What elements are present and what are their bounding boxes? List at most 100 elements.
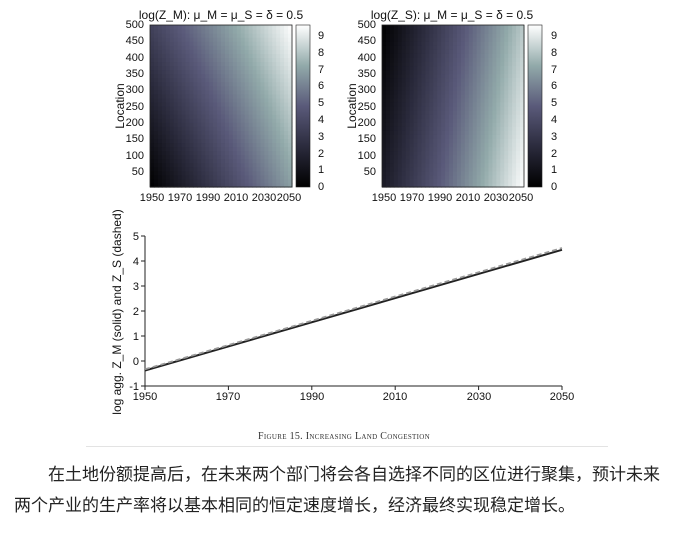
heatmap-cell <box>252 118 258 123</box>
heatmap-cell <box>153 166 159 172</box>
heatmap-cell <box>201 134 206 139</box>
heatmap-cell <box>409 33 415 38</box>
heatmap-cell <box>177 166 183 172</box>
heatmap-cell <box>464 53 470 58</box>
heatmap-cell <box>153 89 159 95</box>
heatmap-cell <box>209 53 214 58</box>
heatmap-cell <box>389 146 395 152</box>
heatmap-cell <box>177 101 183 107</box>
heatmap-cell <box>260 33 265 38</box>
heatmap-cell <box>425 85 430 91</box>
ytick: 5 <box>133 231 139 243</box>
heatmap-cell <box>496 146 501 152</box>
heatmap-cell <box>280 101 285 107</box>
heatmap-cell <box>508 85 513 91</box>
heatmap-cell <box>405 29 411 34</box>
heatmap-cell <box>153 162 159 168</box>
heatmap-cell <box>272 93 277 99</box>
heatmap-cell <box>492 57 497 63</box>
heatmap-cell <box>393 77 399 83</box>
heatmap-cell <box>504 110 509 115</box>
heatmap-cell <box>209 178 214 184</box>
heatmap-cell <box>417 69 423 75</box>
heatmap-cell <box>157 178 163 184</box>
heatmap-cell <box>433 166 438 172</box>
heatmap-cell <box>437 69 442 75</box>
heatmap-cell <box>496 138 501 144</box>
heatmap-cell <box>185 134 191 139</box>
heatmap-cell <box>409 81 415 87</box>
heatmap-cell <box>221 97 226 103</box>
heatmap-cell <box>500 182 505 188</box>
heatmap-cell <box>445 85 450 91</box>
heatmap-cell <box>413 93 419 99</box>
heatmap-cell <box>193 85 198 91</box>
heatmap-cell <box>236 154 242 160</box>
heatmap-cell <box>150 53 155 58</box>
heatmap-cell <box>512 61 517 67</box>
heatmap-cell <box>173 33 179 38</box>
heatmap-cell <box>468 101 474 107</box>
heatmap-cell <box>157 182 163 188</box>
heatmap-cell <box>433 37 438 42</box>
figure-15: log(Z_M): μ_M = μ_S = δ = 0.5 Location 5… <box>110 8 574 415</box>
heatmap-cell <box>460 73 466 79</box>
heatmap-cell <box>460 158 466 164</box>
heatmap-cell <box>173 150 179 156</box>
heatmap-cell <box>445 182 450 188</box>
heatmap-cell <box>232 114 238 119</box>
heatmap-cell <box>264 166 269 172</box>
heatmap-cell <box>389 126 395 131</box>
heatmap-cell <box>496 89 501 95</box>
heatmap-cell <box>244 69 250 75</box>
heatmap-cell <box>157 93 163 99</box>
heatmap-cell <box>150 33 155 38</box>
heatmap-cell <box>268 57 273 63</box>
heatmap-cell <box>504 61 509 67</box>
heatmap-cell <box>161 174 167 180</box>
heatmap-cell <box>425 142 430 148</box>
heatmap-cell <box>500 110 505 115</box>
heatmap-cell <box>417 126 423 131</box>
heatmap-cell <box>268 122 273 127</box>
heatmap-cell <box>169 85 175 91</box>
line-plot-yticks: -1 0 1 2 3 4 5 <box>129 231 139 393</box>
heatmap-cell <box>284 158 289 164</box>
heatmap-cell <box>464 122 470 127</box>
heatmap-cell <box>177 61 183 67</box>
heatmap-cell <box>456 110 462 115</box>
heatmap-cell <box>205 118 210 123</box>
heatmap-cell <box>280 138 285 144</box>
heatmap-cell <box>476 29 482 34</box>
heatmap-cell <box>484 93 490 99</box>
heatmap-cell <box>284 89 289 95</box>
heatmap-cell <box>460 65 466 71</box>
heatmap-cell <box>441 97 446 103</box>
heatmap-cell <box>449 174 454 180</box>
heatmap-cell <box>209 93 214 99</box>
heatmap-cell <box>256 146 262 152</box>
heatmap-cell <box>221 138 226 144</box>
ytick: 350 <box>358 68 376 80</box>
heatmap-cell <box>472 101 478 107</box>
heatmap-cell <box>480 174 486 180</box>
heatmap-cell <box>221 146 226 152</box>
heatmap-cell <box>480 41 486 46</box>
heatmap-cell <box>425 138 430 144</box>
heatmap-cell <box>492 162 497 168</box>
heatmap-cell <box>516 126 521 131</box>
heatmap-cell <box>385 110 391 115</box>
heatmap-cell <box>260 138 265 144</box>
heatmap-cell <box>284 114 289 119</box>
heatmap-cell <box>221 174 226 180</box>
heatmap-cell <box>221 85 226 91</box>
heatmap-cell <box>181 33 187 38</box>
heatmap-cell <box>280 81 285 87</box>
heatmap-cell <box>217 73 222 79</box>
heatmap-cell <box>185 73 191 79</box>
heatmap-cell <box>221 61 226 67</box>
heatmap-cell <box>425 65 430 71</box>
heatmap-cell <box>516 69 521 75</box>
heatmap-cell <box>484 73 490 79</box>
heatmap-cell <box>516 89 521 95</box>
